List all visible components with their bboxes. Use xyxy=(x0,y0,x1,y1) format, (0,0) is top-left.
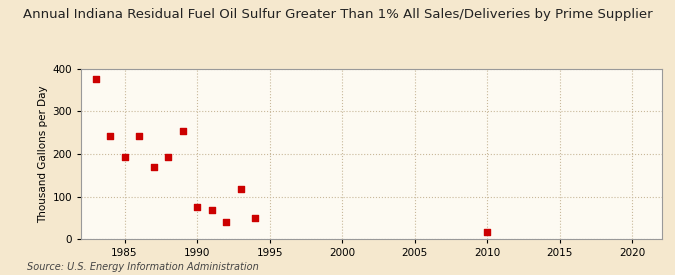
Point xyxy=(192,205,202,209)
Point xyxy=(148,164,159,169)
Text: Source: U.S. Energy Information Administration: Source: U.S. Energy Information Administ… xyxy=(27,262,259,272)
Point xyxy=(119,155,130,160)
Point xyxy=(250,216,261,220)
Point xyxy=(178,129,188,133)
Point xyxy=(206,208,217,213)
Point xyxy=(482,229,493,234)
Y-axis label: Thousand Gallons per Day: Thousand Gallons per Day xyxy=(38,85,48,223)
Point xyxy=(90,77,101,82)
Point xyxy=(236,187,246,191)
Point xyxy=(163,155,173,160)
Text: Annual Indiana Residual Fuel Oil Sulfur Greater Than 1% All Sales/Deliveries by : Annual Indiana Residual Fuel Oil Sulfur … xyxy=(23,8,652,21)
Point xyxy=(134,134,144,138)
Point xyxy=(221,220,232,224)
Point xyxy=(105,134,115,138)
